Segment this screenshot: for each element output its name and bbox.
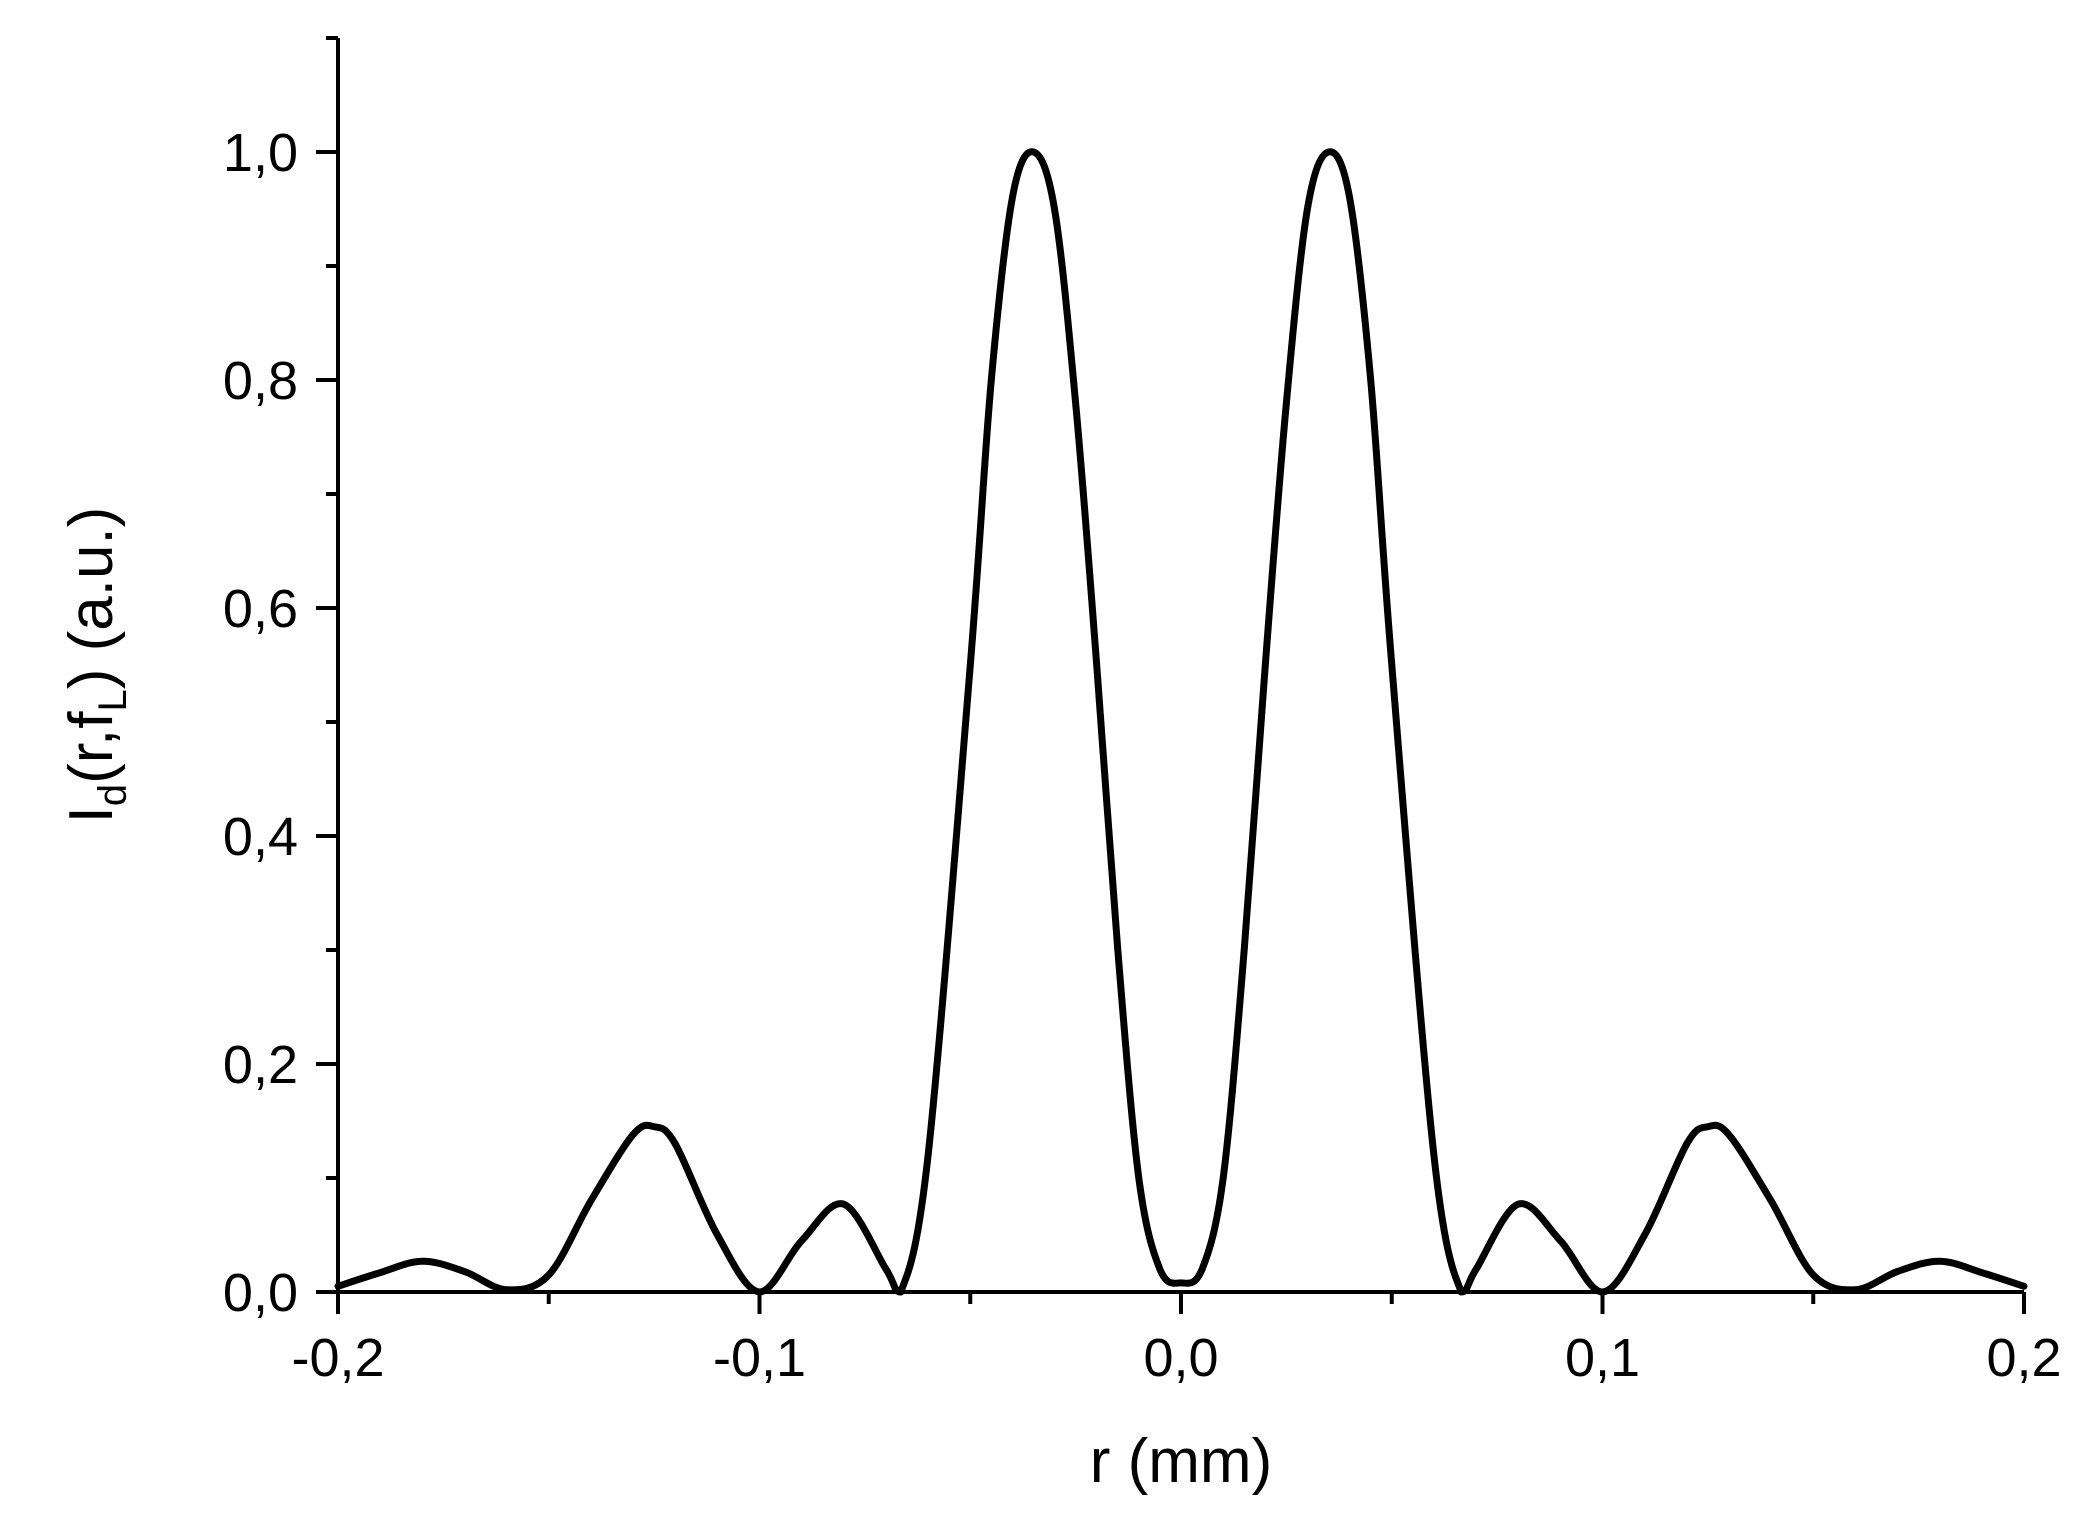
y-axis-title: Id(r,fL) (a.u.) — [57, 507, 135, 824]
y-axis-title-tail: ) (a.u.) — [57, 507, 126, 690]
tick-labels: -0,2 -0,1 0,0 0,1 0,2 0,0 0,2 0,4 0,6 0,8 1,0 — [223, 123, 2062, 1388]
y-axis-title-sub1: d — [91, 784, 135, 806]
y-tick-label: 0,0 — [223, 1263, 298, 1323]
axes — [336, 38, 2024, 1294]
x-tick-label: -0,1 — [713, 1328, 806, 1388]
x-tick-label: 0,0 — [1143, 1328, 1218, 1388]
y-axis-title-main: I — [57, 806, 126, 823]
x-axis-title: r (mm) — [1090, 1427, 1272, 1496]
x-tick-label: 0,2 — [1986, 1328, 2061, 1388]
y-axis-title-sub2: L — [91, 689, 135, 711]
y-tick-label: 1,0 — [223, 123, 298, 183]
ticks — [316, 36, 2026, 1314]
y-tick-label: 0,2 — [223, 1035, 298, 1095]
y-tick-label: 0,6 — [223, 579, 298, 639]
y-tick-label: 0,4 — [223, 807, 298, 867]
x-tick-label: 0,1 — [1565, 1328, 1640, 1388]
x-tick-label: -0,2 — [291, 1328, 384, 1388]
y-tick-label: 0,8 — [223, 351, 298, 411]
series-line — [334, 148, 2028, 1296]
y-axis-title-mid: (r,f — [57, 711, 126, 784]
